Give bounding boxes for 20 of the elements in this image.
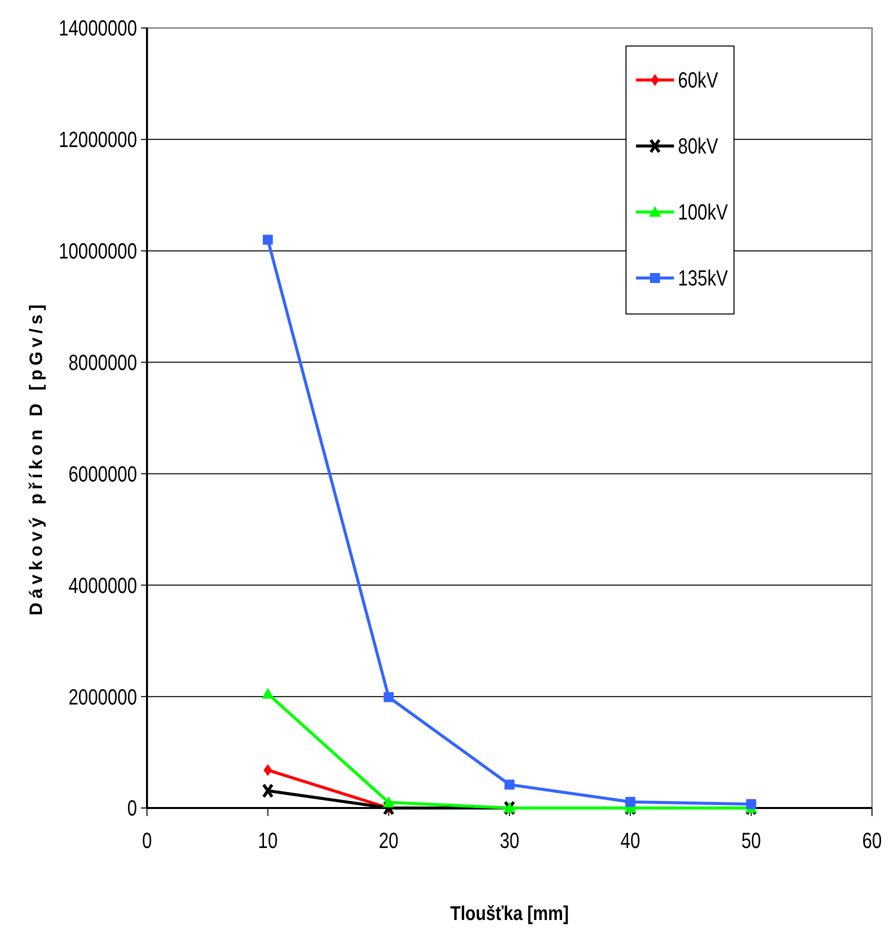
y-tick-label: 2000000 xyxy=(68,686,137,710)
x-tick-label: 60 xyxy=(862,829,882,854)
x-axis-title: Tloušťka [mm] xyxy=(450,902,569,924)
legend-label: 80kV xyxy=(678,134,719,160)
y-tick-label: 6000000 xyxy=(68,462,137,487)
y-tick-label: 10000000 xyxy=(58,240,137,264)
x-tick-label: 20 xyxy=(378,829,398,854)
legend-label: 135kV xyxy=(678,266,729,292)
x-tick-label: 40 xyxy=(620,829,640,854)
legend-label: 60kV xyxy=(678,68,719,94)
y-tick-label: 8000000 xyxy=(68,351,137,376)
x-tick-label: 10 xyxy=(258,829,278,854)
y-tick-label: 14000000 xyxy=(58,16,137,42)
y-tick-label: 12000000 xyxy=(58,128,137,153)
y-tick-label: 4000000 xyxy=(68,574,137,598)
legend-label: 100kV xyxy=(678,200,729,226)
x-tick-label: 50 xyxy=(741,829,761,854)
y-tick-label: 0 xyxy=(127,796,137,822)
y-axis-title: Dávkový příkon D [pGv/s] xyxy=(26,300,46,616)
x-tick-label: 30 xyxy=(500,829,520,854)
